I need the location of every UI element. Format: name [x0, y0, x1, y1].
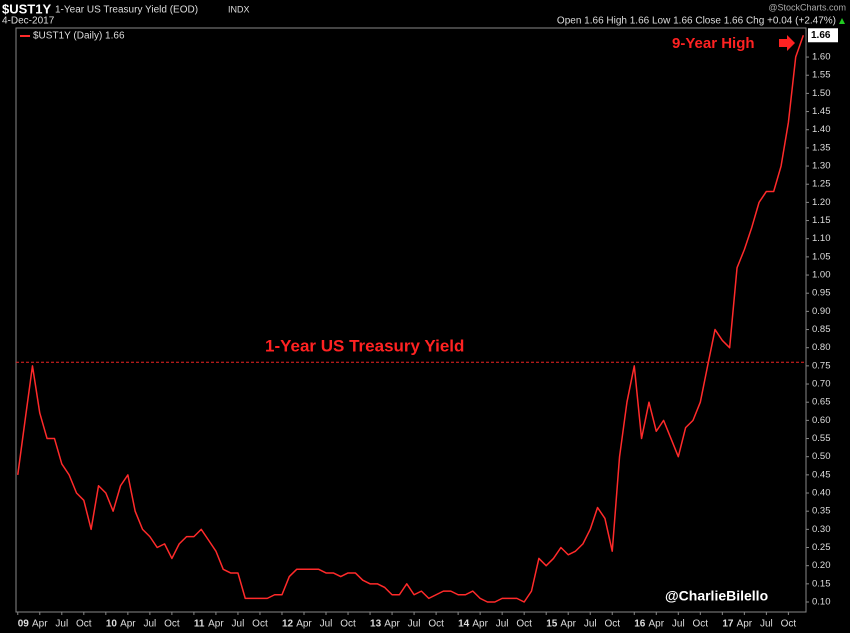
y-tick-label: 0.85 — [812, 324, 831, 335]
x-tick-label: Oct — [781, 619, 797, 630]
y-tick-label: 1.45 — [812, 106, 831, 117]
x-tick-label: 12 — [282, 619, 294, 630]
y-tick-label: 1.20 — [812, 197, 831, 208]
annotation: 1-Year US Treasury Yield — [265, 336, 464, 355]
y-tick-label: 1.15 — [812, 215, 831, 226]
y-tick-label: 1.25 — [812, 179, 831, 190]
quote: Open 1.66 High 1.66 Low 1.66 Close 1.66 … — [557, 16, 836, 27]
y-tick-label: 0.20 — [812, 560, 831, 571]
x-tick-label: Jul — [55, 619, 68, 630]
annotation: @CharlieBilello — [665, 588, 768, 604]
x-tick-label: Jul — [584, 619, 597, 630]
y-tick-label: 0.25 — [812, 542, 831, 553]
x-tick-label: Apr — [648, 619, 664, 630]
y-tick-label: 0.10 — [812, 597, 831, 608]
y-tick-label: 0.35 — [812, 506, 831, 517]
last-value-label: 1.66 — [811, 30, 831, 41]
y-tick-label: 0.15 — [812, 578, 831, 589]
x-tick-label: Oct — [604, 619, 620, 630]
y-tick-label: 0.90 — [812, 306, 831, 317]
y-tick-label: 0.65 — [812, 397, 831, 408]
y-tick-label: 1.50 — [812, 88, 831, 99]
x-tick-label: Apr — [296, 619, 312, 630]
y-tick-label: 1.35 — [812, 142, 831, 153]
legend-label: $UST1Y (Daily) 1.66 — [33, 31, 125, 42]
x-tick-label: Apr — [120, 619, 136, 630]
x-tick-label: Apr — [208, 619, 224, 630]
y-tick-label: 1.00 — [812, 270, 831, 281]
x-tick-label: Apr — [560, 619, 576, 630]
x-tick-label: Oct — [252, 619, 268, 630]
x-tick-label: 17 — [722, 619, 734, 630]
x-tick-label: Oct — [76, 619, 92, 630]
source: @StockCharts.com — [768, 2, 846, 12]
x-tick-label: Apr — [32, 619, 48, 630]
y-tick-label: 0.40 — [812, 488, 831, 499]
x-tick-label: Oct — [516, 619, 532, 630]
y-tick-label: 1.30 — [812, 161, 831, 172]
x-tick-label: Apr — [737, 619, 753, 630]
up-arrow — [839, 18, 845, 24]
x-tick-label: Oct — [164, 619, 180, 630]
exchange: INDX — [228, 4, 250, 14]
y-tick-label: 0.50 — [812, 451, 831, 462]
x-tick-label: 16 — [634, 619, 646, 630]
x-tick-label: Apr — [384, 619, 400, 630]
y-tick-label: 1.10 — [812, 233, 831, 244]
x-tick-label: Jul — [232, 619, 245, 630]
x-tick-label: Jul — [408, 619, 421, 630]
x-tick-label: Jul — [672, 619, 685, 630]
y-tick-label: 0.70 — [812, 379, 831, 390]
x-tick-label: 15 — [546, 619, 558, 630]
x-tick-label: 10 — [106, 619, 118, 630]
x-tick-label: Jul — [760, 619, 773, 630]
x-tick-label: Oct — [428, 619, 444, 630]
x-tick-label: 09 — [18, 619, 30, 630]
annotation: 9-Year High — [672, 35, 755, 52]
chart-title: 1-Year US Treasury Yield (EOD) — [55, 5, 198, 16]
y-tick-label: 1.40 — [812, 124, 831, 135]
y-tick-label: 0.60 — [812, 415, 831, 426]
x-tick-label: Jul — [143, 619, 156, 630]
y-tick-label: 0.30 — [812, 524, 831, 535]
y-tick-label: 0.45 — [812, 469, 831, 480]
y-tick-label: 1.55 — [812, 70, 831, 81]
x-tick-label: 13 — [370, 619, 382, 630]
x-tick-label: 14 — [458, 619, 470, 630]
y-tick-label: 0.80 — [812, 342, 831, 353]
x-tick-label: Oct — [340, 619, 356, 630]
y-tick-label: 1.05 — [812, 251, 831, 262]
x-tick-label: Jul — [320, 619, 333, 630]
date: 4-Dec-2017 — [2, 16, 55, 27]
y-tick-label: 0.95 — [812, 288, 831, 299]
series-line — [17, 35, 805, 603]
y-tick-label: 1.60 — [812, 52, 831, 63]
symbol: $UST1Y — [2, 1, 51, 16]
x-tick-label: Apr — [472, 619, 488, 630]
plot-frame — [15, 27, 807, 613]
x-tick-label: Oct — [693, 619, 709, 630]
annotation-arrow — [779, 35, 795, 51]
y-tick-label: 0.55 — [812, 433, 831, 444]
y-tick-label: 0.75 — [812, 360, 831, 371]
x-tick-label: 11 — [194, 619, 205, 630]
last-value-box — [808, 28, 838, 43]
x-tick-label: Jul — [496, 619, 509, 630]
